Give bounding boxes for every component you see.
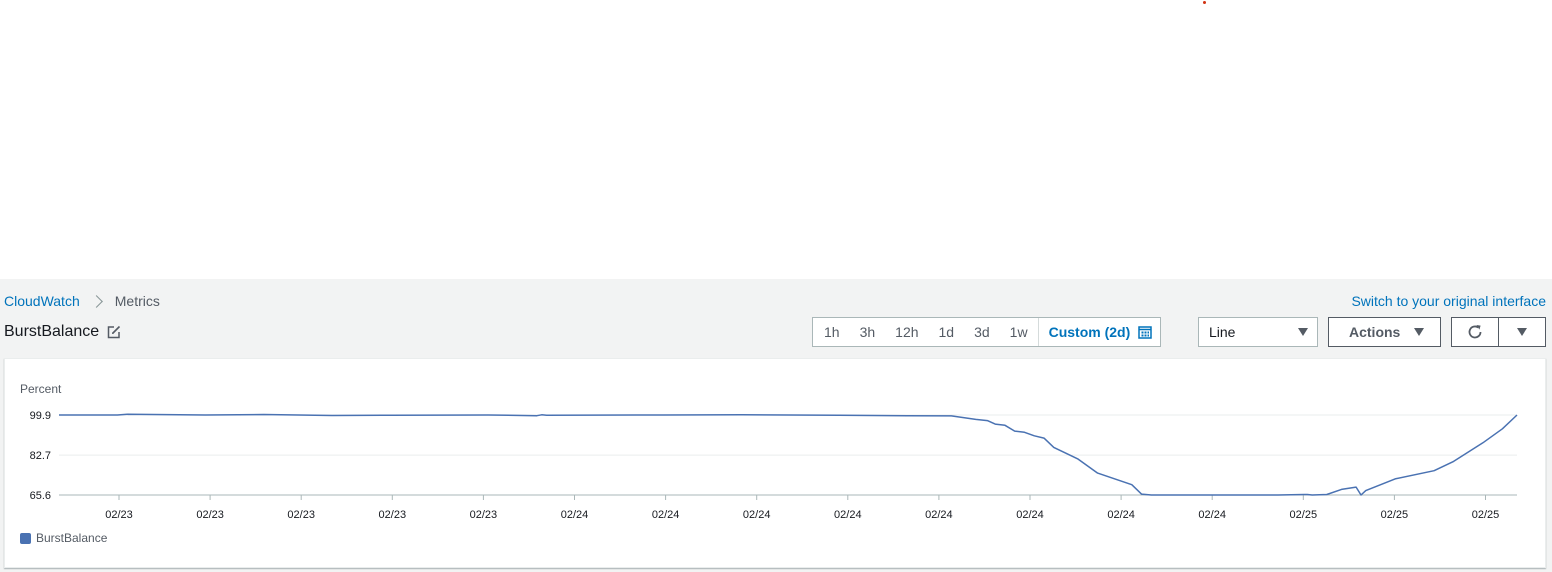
legend: BurstBalance (20, 531, 107, 545)
refresh-button[interactable] (1452, 318, 1499, 346)
x-tick-label: 02/25 (1381, 509, 1409, 521)
breadcrumb: CloudWatch Metrics (4, 293, 160, 309)
caret-down-icon (1414, 328, 1424, 336)
page-title: BurstBalance (4, 323, 100, 340)
y-tick-label: 99.9 (30, 410, 51, 422)
range-1h-button[interactable]: 1h (824, 324, 840, 340)
line-chart: Percent 99.9 82.7 65.6 02/23 02/23 02/23 02/2… (20, 382, 1518, 521)
calendar-icon[interactable] (1138, 325, 1152, 339)
breadcrumb-cloudwatch-link[interactable]: CloudWatch (4, 293, 80, 309)
x-tick-label: 02/25 (1290, 509, 1318, 521)
y-tick-label: 65.6 (30, 490, 51, 502)
legend-label[interactable]: BurstBalance (36, 531, 108, 545)
title-row: BurstBalance (4, 323, 121, 341)
x-tick-label: 02/23 (105, 509, 133, 521)
x-tick-label: 02/23 (196, 509, 224, 521)
time-range-selector: 1h 3h 12h 1d 3d 1w Custom (2d) (812, 317, 1162, 347)
chart-type-select[interactable]: Line (1198, 317, 1318, 347)
x-tick-label: 02/24 (834, 509, 862, 521)
actions-label: Actions (1349, 324, 1401, 340)
refresh-control (1451, 317, 1546, 347)
actions-button[interactable]: Actions (1328, 317, 1441, 347)
chart-panel: Percent 99.9 82.7 65.6 02/23 02/23 02/23 02/2… (4, 358, 1546, 568)
range-3h-button[interactable]: 3h (859, 324, 876, 340)
x-tick-label: 02/24 (1198, 509, 1226, 521)
x-tick-label: 02/25 (1472, 509, 1500, 521)
x-tick-label: 02/23 (287, 509, 315, 521)
breadcrumb-current: Metrics (114, 293, 160, 309)
x-tick-label: 02/23 (379, 509, 407, 521)
x-tick-label: 02/24 (1016, 509, 1044, 521)
x-tick-label: 02/24 (561, 509, 589, 521)
range-3d-button[interactable]: 3d (974, 324, 990, 340)
x-tick-label: 02/24 (743, 509, 771, 521)
range-1w-button[interactable]: 1w (1009, 324, 1028, 340)
refresh-icon (1468, 325, 1482, 339)
range-custom-button[interactable]: Custom (2d) (1037, 318, 1137, 346)
edit-icon[interactable] (107, 325, 121, 339)
x-tick-label: 02/24 (925, 509, 953, 521)
x-tick-label: 02/24 (652, 509, 680, 521)
chart-type-value: Line (1209, 324, 1236, 340)
y-axis-label: Percent (20, 382, 62, 396)
range-12h-button[interactable]: 12h (895, 324, 919, 340)
x-tick-label: 02/24 (1107, 509, 1135, 521)
cursor-dot (1203, 1, 1206, 4)
series-line-burstbalance[interactable] (59, 413, 1518, 496)
range-1d-button[interactable]: 1d (938, 324, 955, 340)
switch-interface-link[interactable]: Switch to your original interface (1351, 293, 1546, 309)
metrics-console: CloudWatch Metrics Switch to your origin… (0, 279, 1552, 572)
x-tick-label: 02/23 (470, 509, 498, 521)
chevron-right-icon (89, 294, 103, 308)
refresh-options-dropdown[interactable] (1499, 318, 1545, 346)
legend-swatch (20, 532, 31, 544)
y-tick-label: 82.7 (30, 450, 51, 462)
caret-down-icon (1298, 328, 1308, 336)
caret-down-icon (1517, 328, 1527, 336)
blank-area (0, 0, 1552, 279)
